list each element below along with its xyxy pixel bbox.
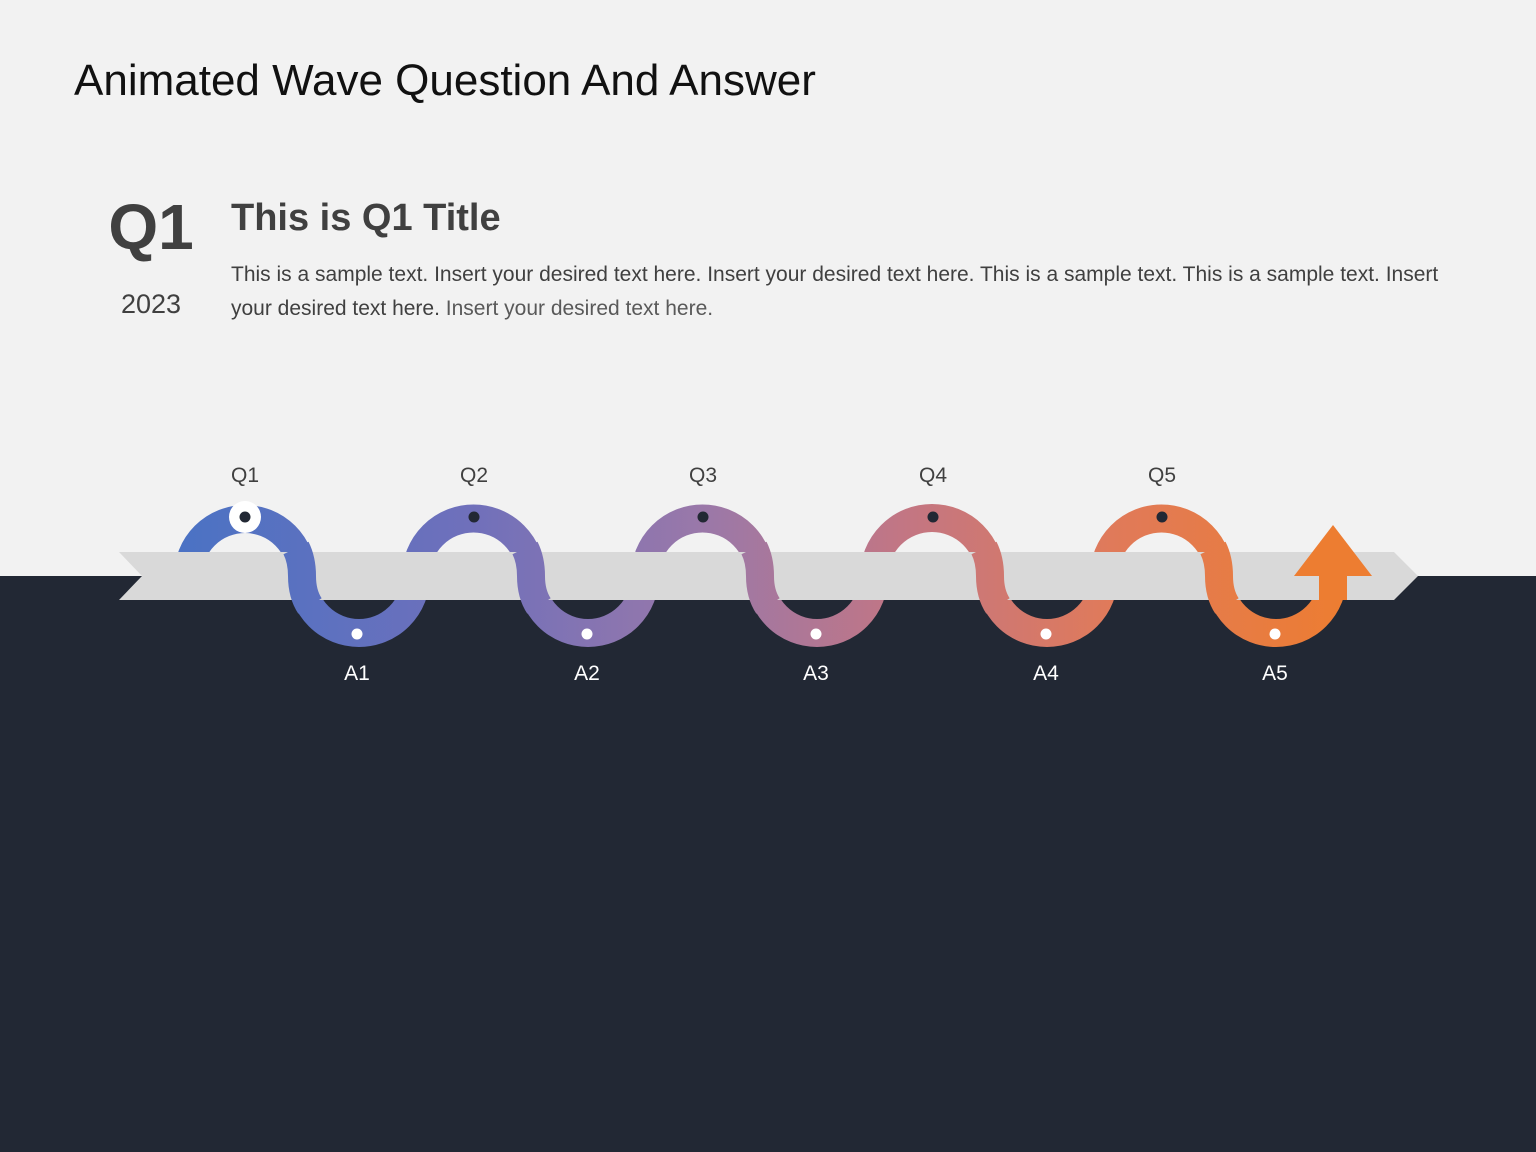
a3-label[interactable]: A3 [803, 662, 829, 685]
a1-label[interactable]: A1 [344, 662, 370, 685]
q1-label[interactable]: Q1 [230, 464, 259, 487]
a4-label[interactable]: A4 [1033, 662, 1059, 685]
q4-marker-dot[interactable] [927, 511, 939, 523]
background-top [0, 0, 1536, 576]
a5-label[interactable]: A5 [1262, 662, 1288, 685]
question-title: This is Q1 Title [231, 197, 501, 239]
question-year: 2023 [120, 289, 182, 319]
q2-marker-dot[interactable] [468, 511, 480, 523]
question-body: This is a sample text. Insert your desir… [231, 258, 1471, 326]
q4-label[interactable]: Q4 [918, 464, 947, 487]
question-body-text: This is a sample text. Insert your desir… [231, 263, 1439, 320]
slide-title: Animated Wave Question And Answer [74, 56, 816, 105]
q5-label[interactable]: Q5 [1147, 464, 1176, 487]
arrowhead-icon [1294, 525, 1372, 576]
q1-marker-dot[interactable] [239, 511, 251, 523]
a4-marker-dot[interactable] [1040, 628, 1052, 640]
a3-marker-dot[interactable] [810, 628, 822, 640]
q2-label[interactable]: Q2 [459, 464, 488, 487]
q5-marker-dot[interactable] [1156, 511, 1168, 523]
a5-marker-dot[interactable] [1269, 628, 1281, 640]
question-number: Q1 [108, 191, 194, 263]
a1-marker-dot[interactable] [351, 628, 363, 640]
background-bottom [0, 576, 1536, 1152]
q3-label[interactable]: Q3 [688, 464, 717, 487]
q3-marker-dot[interactable] [697, 511, 709, 523]
a2-label[interactable]: A2 [574, 662, 600, 685]
question-body-light-text: Insert your desired text here. [439, 297, 714, 320]
a2-marker-dot[interactable] [581, 628, 593, 640]
wave-over-segments [283, 541, 1239, 614]
